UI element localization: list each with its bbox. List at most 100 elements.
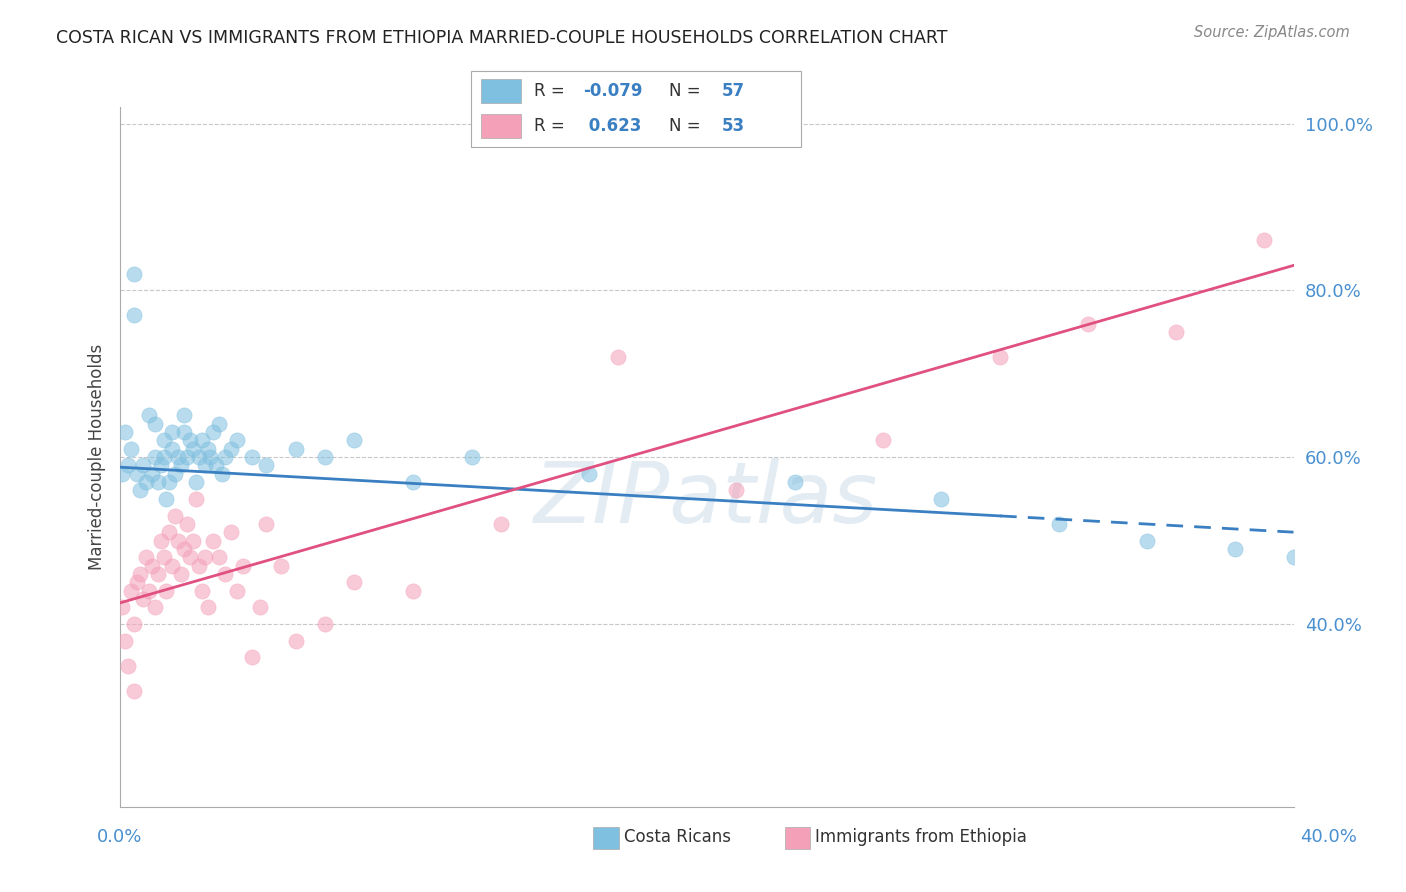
Point — [162, 558, 184, 573]
Point — [187, 450, 209, 465]
FancyBboxPatch shape — [471, 71, 801, 147]
Point — [872, 434, 894, 448]
Point — [184, 491, 207, 506]
Point — [314, 450, 336, 465]
Point — [1253, 234, 1275, 248]
Point — [162, 442, 184, 456]
Point — [117, 458, 139, 473]
Bar — [481, 79, 520, 103]
Point — [284, 633, 307, 648]
Point — [240, 450, 263, 465]
Bar — [481, 114, 520, 138]
Point — [208, 550, 231, 565]
Point — [211, 467, 233, 481]
Point — [219, 525, 242, 540]
Point — [122, 616, 145, 631]
Point — [181, 442, 204, 456]
Point — [208, 417, 231, 431]
Point — [149, 533, 172, 548]
Point — [988, 350, 1011, 364]
Text: 40.0%: 40.0% — [1301, 828, 1357, 846]
Text: R =: R = — [534, 117, 565, 135]
Point — [127, 575, 149, 590]
Text: 0.623: 0.623 — [583, 117, 641, 135]
Point — [1164, 325, 1187, 339]
Point — [1282, 550, 1305, 565]
Point — [152, 550, 174, 565]
Point — [402, 583, 425, 598]
Point — [111, 600, 134, 615]
Point — [202, 533, 225, 548]
Point — [184, 475, 207, 490]
Point — [225, 434, 249, 448]
Point — [402, 475, 425, 490]
Point — [173, 541, 195, 556]
Point — [176, 450, 198, 465]
Point — [194, 550, 217, 565]
Point — [141, 467, 163, 481]
Point — [122, 267, 145, 281]
Point — [138, 409, 160, 423]
Point — [135, 550, 157, 565]
Point — [190, 434, 212, 448]
Point — [343, 434, 366, 448]
Point — [132, 591, 155, 606]
Text: ZIPatlas: ZIPatlas — [534, 458, 879, 541]
Point — [254, 458, 277, 473]
Point — [1223, 541, 1246, 556]
Text: N =: N = — [669, 82, 700, 100]
Point — [155, 583, 177, 598]
Point — [270, 558, 292, 573]
Point — [284, 442, 307, 456]
Point — [122, 683, 145, 698]
Point — [179, 550, 201, 565]
Point — [149, 458, 172, 473]
Point — [173, 425, 195, 439]
Point — [197, 442, 219, 456]
Point — [219, 442, 242, 456]
Point — [724, 483, 747, 498]
Point — [173, 409, 195, 423]
Point — [170, 566, 193, 581]
Text: 53: 53 — [723, 117, 745, 135]
Point — [117, 658, 139, 673]
Point — [138, 583, 160, 598]
Point — [460, 450, 484, 465]
Point — [249, 600, 271, 615]
Point — [132, 458, 155, 473]
Point — [200, 450, 222, 465]
Point — [111, 467, 134, 481]
Text: R =: R = — [534, 82, 565, 100]
Point — [152, 450, 174, 465]
Point — [165, 467, 187, 481]
Point — [232, 558, 254, 573]
Point — [202, 425, 225, 439]
Point — [146, 566, 169, 581]
Point — [167, 450, 190, 465]
Point — [931, 491, 953, 506]
Point — [1047, 516, 1070, 531]
Text: 0.0%: 0.0% — [97, 828, 142, 846]
Point — [225, 583, 249, 598]
Point — [135, 475, 157, 490]
Point — [205, 458, 228, 473]
Text: Source: ZipAtlas.com: Source: ZipAtlas.com — [1194, 25, 1350, 40]
Point — [129, 566, 152, 581]
Text: 57: 57 — [723, 82, 745, 100]
Point — [197, 600, 219, 615]
Point — [127, 467, 149, 481]
Text: Costa Ricans: Costa Ricans — [624, 828, 731, 846]
Point — [143, 600, 166, 615]
Text: COSTA RICAN VS IMMIGRANTS FROM ETHIOPIA MARRIED-COUPLE HOUSEHOLDS CORRELATION CH: COSTA RICAN VS IMMIGRANTS FROM ETHIOPIA … — [56, 29, 948, 46]
Point — [254, 516, 277, 531]
Point — [240, 650, 263, 665]
Point — [176, 516, 198, 531]
Point — [194, 458, 217, 473]
Point — [143, 417, 166, 431]
Point — [162, 425, 184, 439]
Point — [214, 566, 236, 581]
Point — [607, 350, 630, 364]
Point — [120, 583, 142, 598]
Point — [314, 616, 336, 631]
Y-axis label: Married-couple Households: Married-couple Households — [87, 344, 105, 570]
